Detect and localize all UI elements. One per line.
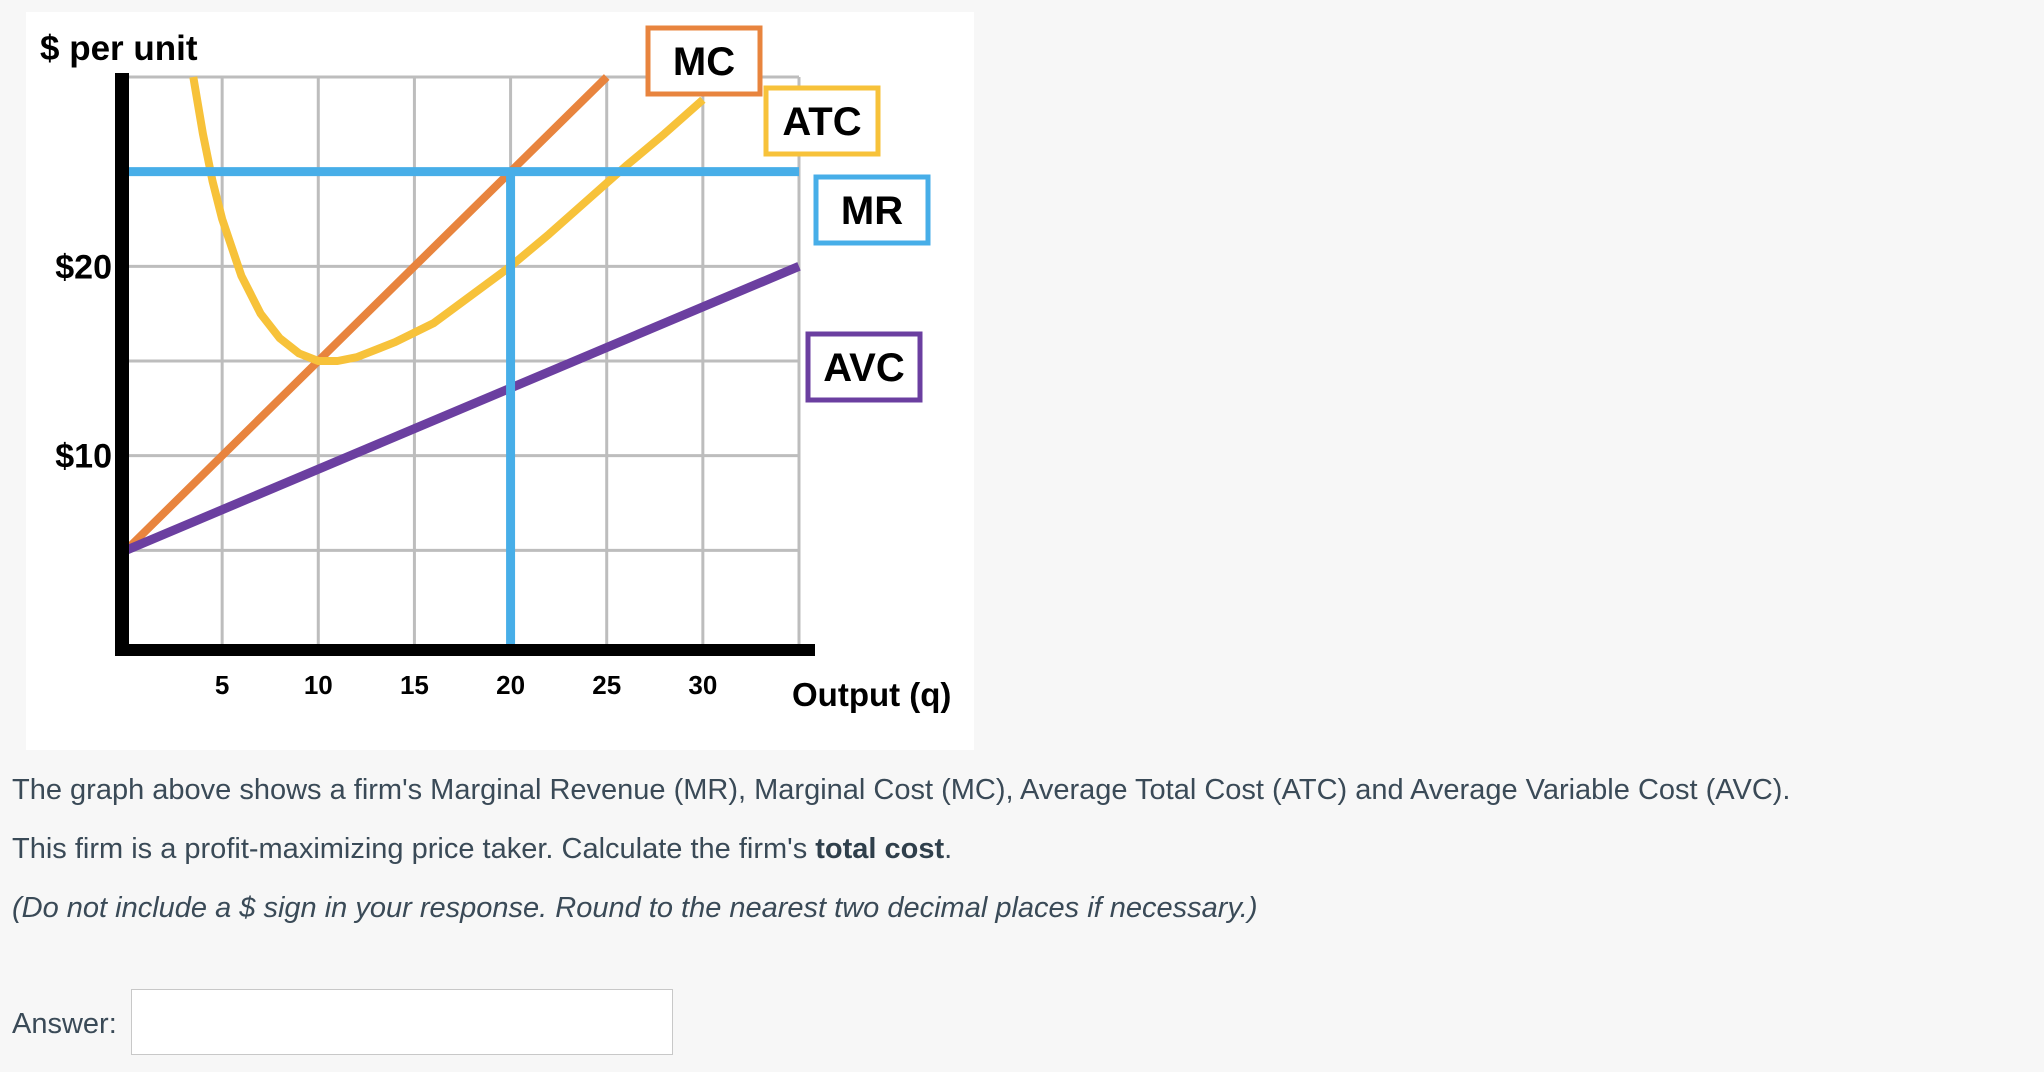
question-description: The graph above shows a firm's Marginal … [12, 774, 1791, 806]
legend-box-mc [645, 25, 763, 97]
question-note: (Do not include a $ sign in your respons… [12, 892, 1258, 924]
series-line-atc [189, 76, 706, 365]
instruction-suffix: . [944, 833, 953, 865]
x-tick-label: 15 [400, 670, 429, 700]
y-tick-label: $10 [55, 438, 112, 476]
answer-input[interactable] [131, 989, 673, 1055]
x-axis-label: Output (q) [792, 676, 951, 713]
x-tick-label: 10 [304, 670, 333, 700]
x-tick-label: 25 [592, 670, 621, 700]
legend-box-atc [763, 85, 881, 157]
legend-label-mr: MR [841, 189, 903, 233]
instruction-emphasis: total cost [815, 833, 945, 865]
chart-svg: $ per unit Output (q) 5 10 15 20 25 30 $10 $20 MC A… [40, 25, 951, 713]
legend-label-avc: AVC [823, 346, 904, 390]
x-tick-label: 5 [215, 670, 229, 700]
instruction-prefix: This firm is a profit-maximizing price t… [12, 833, 816, 865]
x-tick-label: 20 [496, 670, 525, 700]
y-tick-label: $20 [55, 248, 112, 286]
legend-label-atc: ATC [782, 100, 861, 144]
legend-label-mc: MC [673, 40, 735, 84]
cost-curves-chart: $ per unit Output (q) 5 10 15 20 25 30 $10 $20 MC A… [26, 12, 974, 750]
y-axis-label: $ per unit [40, 29, 198, 68]
legend-box-avc [805, 331, 923, 403]
question-instruction: This firm is a profit-maximizing price t… [12, 833, 952, 866]
answer-label: Answer: [12, 1008, 117, 1040]
legend-box-mr [813, 174, 931, 246]
x-tick-label: 30 [688, 670, 717, 700]
series-line-mc [123, 74, 610, 554]
series-line-avc [124, 262, 801, 555]
